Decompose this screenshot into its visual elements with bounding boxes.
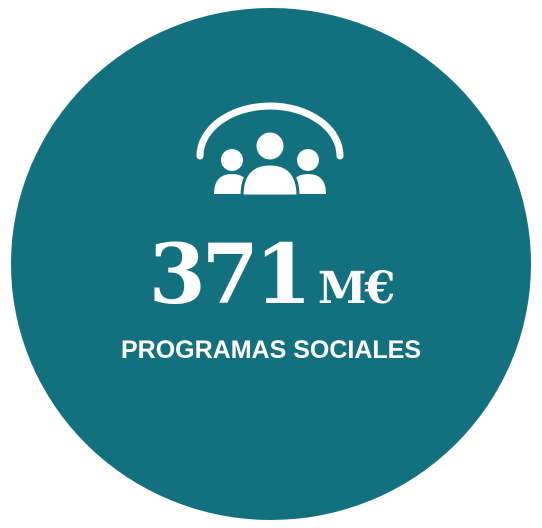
stat-figure: 371 M€ [0, 234, 542, 316]
stat-value: 371 [148, 227, 312, 323]
people-group-icon [196, 102, 344, 198]
teal-circle [11, 8, 531, 520]
stat-label: PROGRAMAS SOCIALES [120, 336, 422, 364]
stat-unit: M€ [317, 263, 395, 314]
